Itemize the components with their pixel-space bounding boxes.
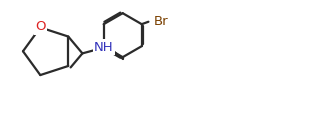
Text: O: O bbox=[35, 20, 45, 33]
Text: Br: Br bbox=[154, 15, 168, 28]
Text: NH: NH bbox=[94, 41, 113, 54]
